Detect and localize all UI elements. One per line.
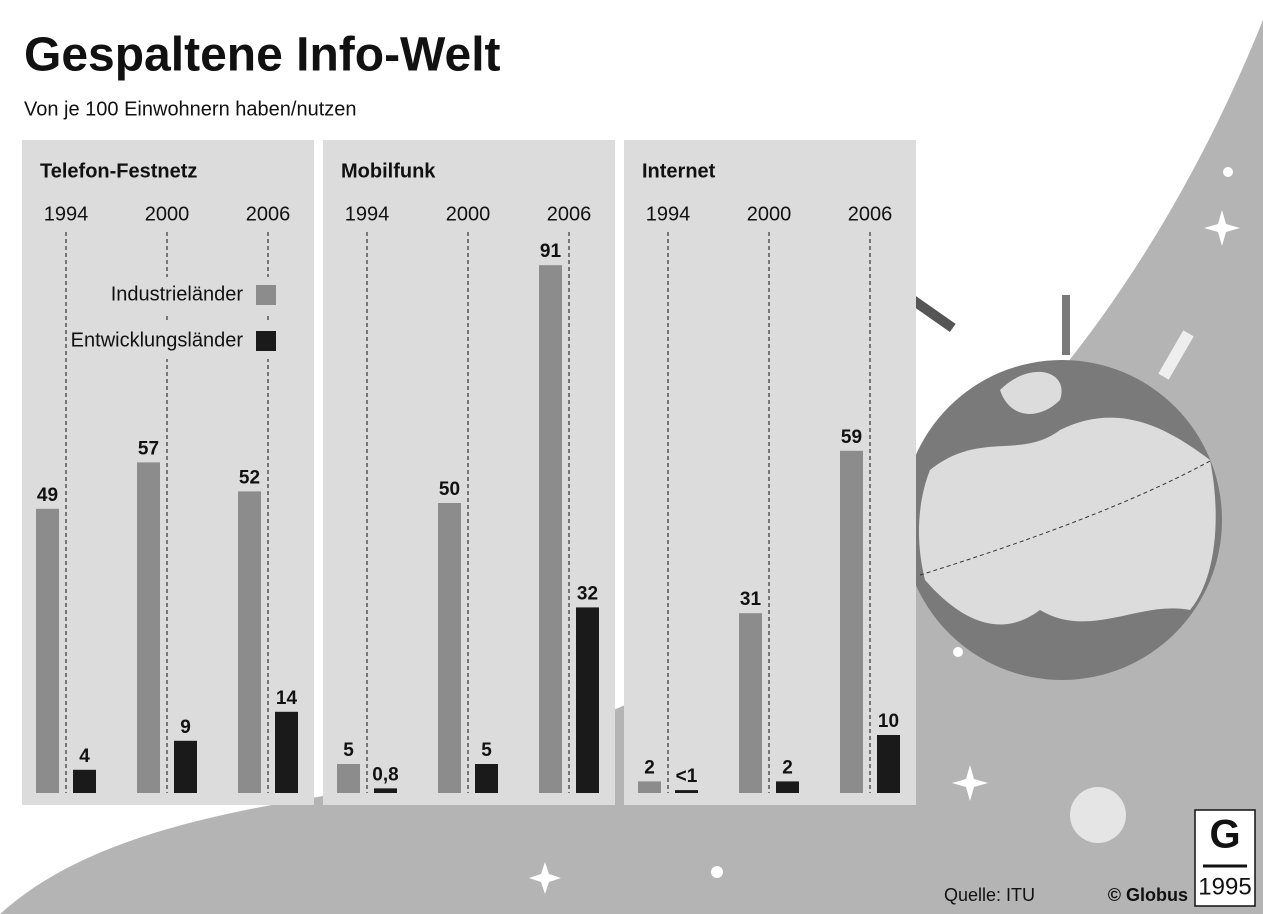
x-tick-label: 1994 [646, 203, 691, 225]
bar [840, 450, 863, 793]
value-label: 14 [276, 688, 298, 709]
x-tick-label: 2006 [848, 203, 893, 225]
bar [275, 711, 298, 793]
credit: © Globus [1108, 885, 1188, 905]
x-tick-label: 1994 [44, 203, 89, 225]
value-label: 9 [180, 717, 191, 738]
value-label: 49 [37, 485, 58, 506]
bar [374, 788, 397, 793]
bar [137, 462, 160, 793]
source: Quelle: ITU [944, 885, 1035, 905]
x-tick-label: 2000 [145, 203, 190, 225]
globe [529, 167, 1240, 894]
bar [877, 735, 900, 793]
swoosh [0, 20, 1263, 914]
bar [36, 508, 59, 793]
bar [539, 265, 562, 793]
bar [337, 764, 360, 793]
value-label: 2 [644, 757, 655, 778]
legend-label: Entwicklungsländer [71, 329, 244, 351]
panel [22, 140, 314, 805]
logo: G 1995 [1194, 809, 1256, 907]
bar [576, 607, 599, 793]
panel-title: Mobilfunk [341, 160, 436, 182]
value-label: 0,8 [372, 764, 398, 785]
legend-swatch [256, 331, 276, 351]
value-label: 10 [878, 711, 899, 732]
value-label: 5 [481, 740, 492, 761]
bar [438, 503, 461, 793]
bar [638, 781, 661, 793]
x-tick-label: 2006 [547, 203, 592, 225]
value-label: 31 [740, 589, 762, 610]
panel-title: Telefon-Festnetz [40, 160, 197, 182]
legend-swatch [256, 285, 276, 305]
value-label: 57 [138, 438, 159, 459]
x-tick-label: 1994 [345, 203, 390, 225]
panel-title: Internet [642, 160, 716, 182]
value-label: 59 [841, 427, 862, 448]
legend-label: Industrieländer [111, 283, 244, 305]
value-label: 91 [540, 241, 562, 262]
bar [73, 769, 96, 793]
title: Gespaltene Info-Welt [24, 29, 501, 82]
value-label: 52 [239, 467, 260, 488]
panel [323, 140, 615, 805]
svg-text:G: G [1209, 813, 1240, 857]
bar [475, 764, 498, 793]
logo-number: 1995 [1198, 873, 1251, 900]
value-label: 50 [439, 479, 460, 500]
bar [675, 790, 698, 793]
value-label: 32 [577, 583, 598, 604]
bar [238, 491, 261, 793]
value-label: 2 [782, 757, 793, 778]
subtitle: Von je 100 Einwohnern haben/nutzen [24, 98, 357, 120]
x-tick-label: 2000 [747, 203, 792, 225]
bar [739, 613, 762, 793]
value-label: <1 [676, 766, 698, 787]
x-tick-label: 2006 [246, 203, 291, 225]
bar [174, 740, 197, 793]
x-tick-label: 2000 [446, 203, 491, 225]
bar [776, 781, 799, 793]
value-label: 4 [79, 746, 90, 767]
value-label: 5 [343, 740, 354, 761]
panel [624, 140, 916, 805]
